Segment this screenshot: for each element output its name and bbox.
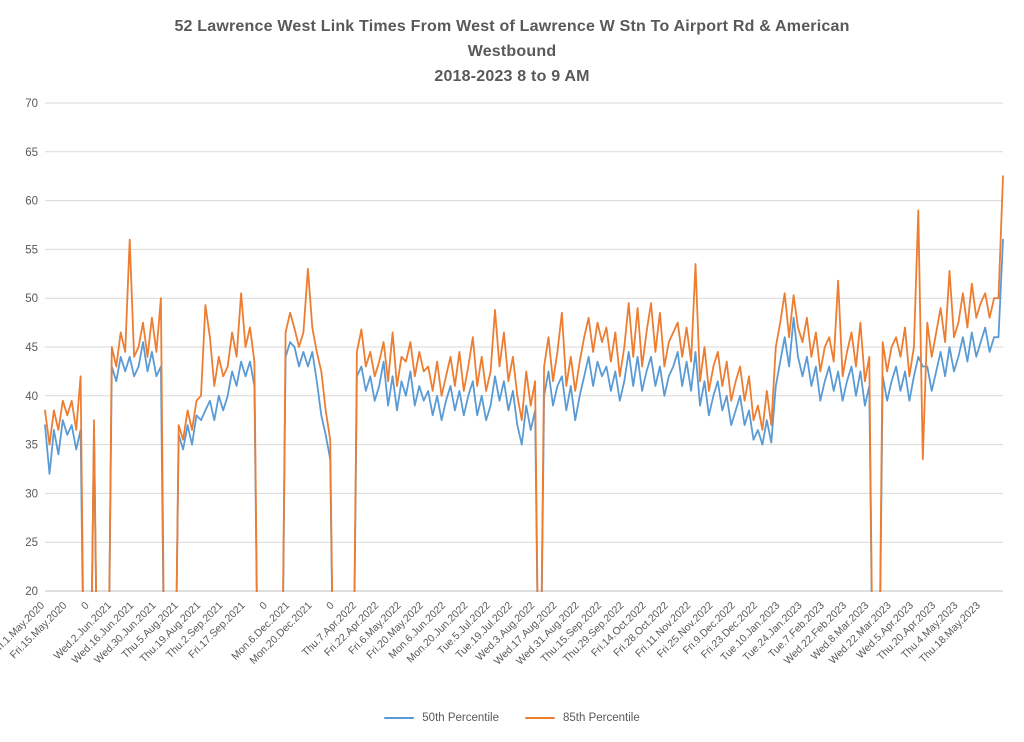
- plot-area: 2025303540455055606570Fri.1.May.2020Fri.…: [0, 98, 1004, 668]
- series-line-85th-percentile: [44, 175, 1004, 592]
- y-axis-tick-label: 20: [25, 586, 38, 598]
- legend-line-swatch-85th: [525, 716, 555, 720]
- chart-title-line3: 2018-2023 8 to 9 AM: [434, 68, 590, 85]
- y-axis-tick-label: 50: [25, 293, 38, 305]
- y-axis-tick-label: 30: [25, 488, 38, 500]
- chart-title-line2: Westbound: [467, 43, 557, 60]
- x-axis-tick-label: 0: [324, 600, 337, 613]
- x-axis-tick-label: 0: [79, 600, 92, 613]
- y-axis-tick-label: 25: [25, 537, 38, 549]
- chart-title: 52 Lawrence West Link Times From West of…: [0, 14, 1024, 89]
- legend-item-85th-percentile: 85th Percentile: [525, 712, 640, 724]
- gridlines: [45, 102, 1003, 592]
- y-axis-tick-label: 45: [25, 342, 38, 354]
- legend-item-50th-percentile: 50th Percentile: [384, 712, 499, 724]
- y-axis-tick-label: 60: [25, 196, 38, 208]
- legend: 50th Percentile 85th Percentile: [0, 712, 1024, 724]
- series-line-50th-percentile: [44, 238, 1004, 592]
- y-axis-tick-label: 55: [25, 244, 38, 256]
- legend-label-50th: 50th Percentile: [422, 712, 499, 724]
- chart-title-line1: 52 Lawrence West Link Times From West of…: [174, 18, 850, 35]
- legend-label-85th: 85th Percentile: [563, 712, 640, 724]
- y-axis-tick-label: 65: [25, 147, 38, 159]
- legend-line-swatch-50th: [384, 716, 415, 720]
- x-axis-tick-label: 0: [257, 600, 270, 613]
- y-axis-tick-label: 35: [25, 440, 38, 452]
- y-axis-tick-label: 70: [25, 98, 38, 110]
- y-axis-tick-label: 40: [25, 391, 38, 403]
- y-axis: 20 25 30 35 40 45 50 55 60 65 70: [25, 98, 38, 598]
